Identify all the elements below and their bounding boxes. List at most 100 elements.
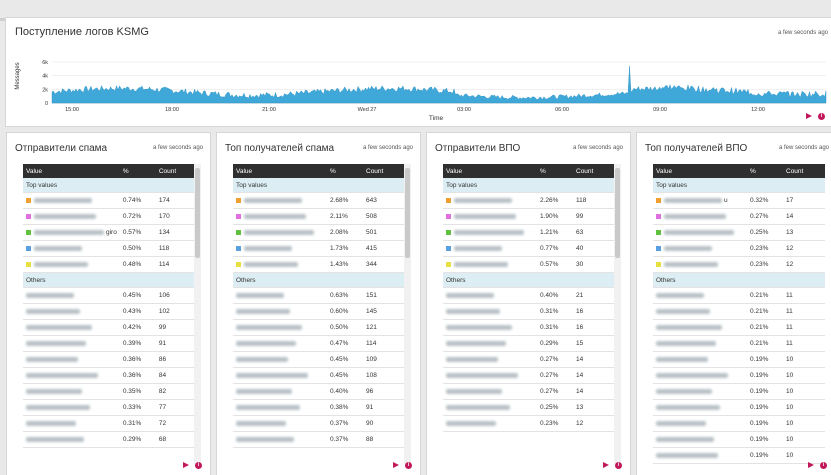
scrollbar-thumb[interactable] [405, 168, 410, 258]
column-header-value[interactable]: Value [233, 164, 327, 178]
table-row[interactable]: 1.90% 99 [443, 208, 615, 225]
table-row[interactable]: 1.21% 63 [443, 224, 615, 241]
table-row[interactable]: 0.35% 82 [23, 383, 195, 400]
table-row[interactable]: 0.45% 109 [233, 351, 405, 368]
table-row[interactable]: 0.21% 11 [653, 319, 825, 336]
table-row[interactable]: 0.25% 13 [443, 399, 615, 416]
table-row[interactable]: 0.21% 11 [653, 287, 825, 304]
scrollbar-thumb[interactable] [615, 168, 620, 258]
play-icon[interactable] [183, 462, 189, 468]
scrollbar[interactable] [614, 164, 621, 464]
table-row[interactable]: 0.19% 10 [653, 431, 825, 448]
table-row[interactable]: 0.19% 10 [653, 351, 825, 368]
info-icon[interactable]: i [820, 462, 827, 469]
table-row[interactable]: 0.72% 170 [23, 208, 195, 225]
column-header-percent[interactable]: % [537, 164, 573, 178]
table-row[interactable]: 0.23% 12 [443, 415, 615, 432]
table-row[interactable]: 0.33% 77 [23, 399, 195, 416]
info-icon[interactable]: i [405, 462, 412, 469]
widget-actions: i [808, 462, 827, 469]
table-row[interactable]: 0.27% 14 [443, 351, 615, 368]
table-row[interactable]: 0.29% 68 [23, 431, 195, 448]
legend-swatch [446, 213, 451, 219]
table-row[interactable]: 0.50% 118 [23, 240, 195, 257]
info-icon[interactable]: i [615, 462, 622, 469]
table-row[interactable]: 0.25% 13 [653, 224, 825, 241]
column-header-percent[interactable]: % [119, 164, 156, 178]
table-row[interactable]: 0.19% 10 [653, 447, 825, 464]
play-icon[interactable] [393, 462, 399, 468]
count-cell: 16 [573, 319, 615, 336]
table-row[interactable]: 0.37% 90 [233, 415, 405, 432]
redacted-value [34, 245, 82, 251]
scrollbar[interactable] [194, 164, 201, 464]
table-row[interactable]: 0.19% 10 [653, 367, 825, 384]
table-row[interactable]: 0.48% 114 [23, 256, 195, 273]
table-row[interactable]: 0.42% 99 [23, 319, 195, 336]
table-row[interactable]: 2.11% 508 [233, 208, 405, 225]
redacted-value [26, 340, 86, 346]
column-header-value[interactable]: Value [653, 164, 747, 178]
table-row[interactable]: 0.39% 91 [23, 335, 195, 352]
table-row[interactable]: 0.45% 108 [233, 367, 405, 384]
table-row[interactable]: 0.37% 88 [233, 431, 405, 448]
table-row[interactable]: 0.38% 91 [233, 399, 405, 416]
table-row[interactable]: 0.74% 174 [23, 192, 195, 209]
play-icon[interactable] [808, 462, 814, 468]
column-header-percent[interactable]: % [327, 164, 363, 178]
column-header-count[interactable]: Count [783, 164, 825, 178]
column-header-percent[interactable]: % [747, 164, 783, 178]
scrollbar[interactable] [404, 164, 411, 464]
table-row[interactable]: 0.40% 96 [233, 383, 405, 400]
table-row[interactable]: 2.08% 501 [233, 224, 405, 241]
info-icon[interactable]: i [818, 113, 825, 120]
scrollbar-thumb[interactable] [195, 168, 200, 258]
table-row[interactable]: 0.21% 11 [653, 303, 825, 320]
table-row[interactable]: 0.27% 14 [653, 208, 825, 225]
table-row[interactable]: 0.31% 16 [443, 319, 615, 336]
play-icon[interactable] [806, 113, 812, 119]
table-row[interactable]: 2.68% 643 [233, 192, 405, 209]
count-cell: 30 [573, 256, 615, 273]
info-icon[interactable]: i [195, 462, 202, 469]
table-row[interactable]: 0.19% 10 [653, 383, 825, 400]
legend-swatch [656, 261, 661, 267]
table-row[interactable]: 0.43% 102 [23, 303, 195, 320]
table-row[interactable]: 1.73% 415 [233, 240, 405, 257]
count-cell: 10 [783, 399, 825, 416]
redacted-value [446, 308, 500, 314]
table-row[interactable]: 0.21% 11 [653, 335, 825, 352]
table-row[interactable]: 0.27% 14 [443, 383, 615, 400]
column-header-value[interactable]: Value [443, 164, 537, 178]
play-icon[interactable] [603, 462, 609, 468]
table-row[interactable]: 0.60% 145 [233, 303, 405, 320]
column-header-count[interactable]: Count [573, 164, 615, 178]
table-row[interactable]: 0.57% 30 [443, 256, 615, 273]
column-header-count[interactable]: Count [363, 164, 405, 178]
table-row[interactable]: 0.36% 84 [23, 367, 195, 384]
table-row[interactable]: 0.40% 21 [443, 287, 615, 304]
table-row[interactable]: 0.77% 40 [443, 240, 615, 257]
table-row[interactable]: u 0.32% 17 [653, 192, 825, 209]
table-row[interactable]: 0.23% 12 [653, 240, 825, 257]
column-header-value[interactable]: Value [23, 164, 120, 178]
table-row[interactable]: 0.19% 10 [653, 415, 825, 432]
table-row[interactable]: 0.63% 151 [233, 287, 405, 304]
table-row[interactable]: 0.36% 86 [23, 351, 195, 368]
table-row[interactable]: 0.45% 106 [23, 287, 195, 304]
percent-cell: 0.23% [747, 240, 783, 257]
table-row[interactable]: 2.26% 118 [443, 192, 615, 209]
table-row[interactable]: 0.47% 114 [233, 335, 405, 352]
table-row[interactable]: 0.31% 16 [443, 303, 615, 320]
table-row[interactable]: giro 0.57% 134 [23, 224, 195, 241]
value-cell [233, 415, 327, 432]
group-label: Top values [233, 178, 405, 193]
table-row[interactable]: 0.29% 15 [443, 335, 615, 352]
table-row[interactable]: 1.43% 344 [233, 256, 405, 273]
table-row[interactable]: 0.50% 121 [233, 319, 405, 336]
column-header-count[interactable]: Count [155, 164, 195, 178]
table-row[interactable]: 0.23% 12 [653, 256, 825, 273]
table-row[interactable]: 0.31% 72 [23, 415, 195, 432]
table-row[interactable]: 0.27% 14 [443, 367, 615, 384]
table-row[interactable]: 0.19% 10 [653, 399, 825, 416]
